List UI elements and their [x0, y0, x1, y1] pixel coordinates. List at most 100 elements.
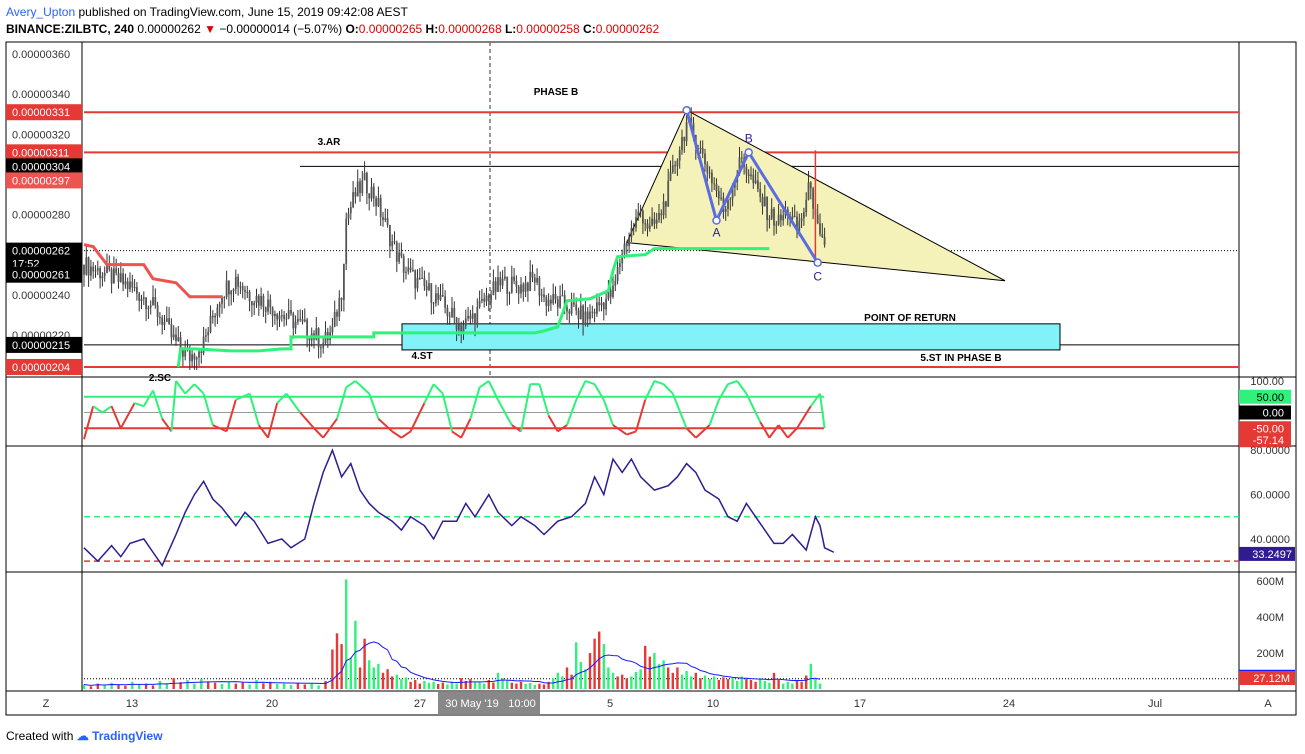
candle-body	[372, 186, 375, 199]
candle-body	[119, 273, 122, 282]
volume-bar	[506, 680, 509, 689]
candle-body	[354, 192, 357, 197]
volume-bar	[345, 579, 348, 689]
rsi-line	[83, 448, 835, 568]
volume-bar	[556, 672, 559, 689]
author-link[interactable]: Avery_Upton	[6, 5, 76, 19]
candle-body	[476, 307, 479, 325]
candle-body	[566, 307, 568, 312]
volume-bar	[473, 682, 477, 689]
candle-body	[343, 264, 345, 300]
candle-body	[414, 270, 417, 289]
volume-bar	[372, 667, 375, 689]
volume-bar	[768, 682, 771, 689]
osc-segment	[654, 380, 664, 386]
candle-body	[685, 122, 688, 142]
candle-body	[766, 196, 768, 220]
candle-body	[665, 201, 667, 207]
zoom-z-button[interactable]: Z	[43, 698, 50, 710]
osc-segment	[685, 427, 697, 439]
candle-body	[481, 298, 483, 301]
candle-body	[596, 302, 598, 314]
osc-segment	[602, 399, 614, 426]
volume-bar	[745, 679, 748, 689]
candle-body	[430, 283, 433, 303]
volume-bar	[391, 676, 394, 689]
candle-body	[393, 241, 396, 243]
osc-segment	[557, 424, 568, 433]
candle-body	[609, 290, 612, 297]
volume-bar	[795, 680, 799, 689]
osc-segment	[547, 415, 559, 432]
candle-body	[92, 266, 95, 272]
low-label: L:	[504, 22, 517, 36]
candle-body	[101, 276, 104, 279]
osc-segment	[593, 383, 605, 401]
candle-body	[554, 294, 557, 300]
candle-body	[467, 315, 469, 319]
candle-body	[683, 136, 686, 142]
candle-body	[257, 295, 260, 306]
candle-body	[405, 271, 407, 273]
osc-segment	[575, 380, 587, 401]
candle-body	[812, 188, 814, 209]
candle-body	[255, 295, 258, 303]
annotation-point-of-return: POINT OF RETURN	[864, 313, 956, 324]
candle-body	[504, 276, 506, 279]
candle-body	[690, 118, 693, 123]
candle-body	[669, 172, 672, 181]
price-label-box	[6, 242, 82, 259]
volume-bar	[227, 681, 231, 689]
candle-body	[791, 215, 794, 219]
osc-segment	[225, 399, 237, 432]
candle-body	[552, 294, 555, 304]
candle-body	[425, 286, 428, 291]
auto-scale-button[interactable]: A	[1264, 698, 1272, 710]
candle-body	[570, 302, 573, 314]
candle-body	[416, 277, 419, 289]
volume-bar	[533, 685, 536, 689]
osc-segment	[717, 383, 729, 401]
candle-body	[234, 276, 237, 290]
annotation-2-sc: 2.SC	[149, 373, 171, 384]
volume-bar	[772, 672, 776, 689]
candle-body	[448, 315, 451, 317]
abc-point-b	[744, 148, 753, 157]
candle-body	[398, 252, 400, 262]
volume-bar	[561, 676, 564, 689]
osc-tick: 100.00	[1250, 376, 1284, 388]
candle-body	[248, 291, 251, 302]
volume-bar	[409, 681, 412, 689]
time-axis[interactable]	[5, 690, 1297, 716]
time-tick: 10	[707, 698, 719, 710]
candle-body	[619, 263, 621, 268]
osc-segment	[487, 380, 499, 401]
osc-segment	[796, 405, 812, 429]
volume-bar	[289, 685, 293, 689]
volume-bar	[400, 679, 403, 689]
candle-body	[711, 172, 713, 184]
volume-bar	[653, 653, 656, 689]
candle-body	[278, 315, 281, 320]
volume-bar	[450, 681, 454, 689]
rsi-value-box	[1239, 546, 1295, 561]
volume-bar	[607, 667, 610, 689]
volume-bar	[736, 680, 739, 689]
candle-body	[533, 277, 536, 283]
volume-bar	[805, 675, 808, 689]
candle-body	[651, 218, 653, 226]
tradingview-brand[interactable]: TradingView	[92, 729, 163, 743]
candle-body	[724, 208, 727, 212]
abc-point-a	[712, 216, 721, 225]
volume-bar	[220, 683, 224, 689]
candle-body	[389, 225, 391, 247]
candle-body	[156, 305, 159, 318]
candle-body	[644, 223, 647, 225]
symbol-label[interactable]: BINANCE:ZILBTC, 240	[6, 22, 135, 36]
osc-segment	[759, 421, 771, 439]
osc-segment	[612, 424, 628, 436]
candle-body	[205, 335, 207, 337]
price-tick: 0.00000320	[12, 129, 70, 141]
candle-body	[368, 193, 371, 199]
